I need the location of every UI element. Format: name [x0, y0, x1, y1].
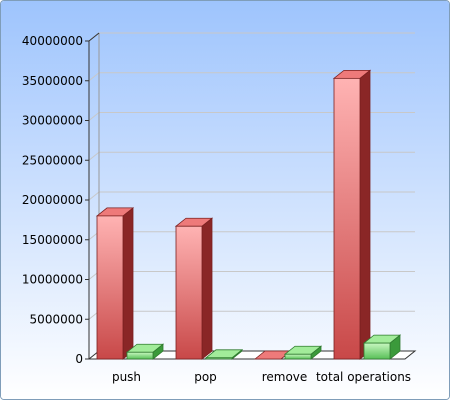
bar-series-2-push — [125, 343, 165, 360]
y-tick-label: 0 — [75, 352, 83, 366]
y-tick-label: 15000000 — [22, 233, 83, 247]
gridline-side — [88, 112, 100, 121]
bar-side — [201, 217, 213, 360]
y-tick-label: 10000000 — [22, 273, 83, 287]
bar-series-2-remove — [283, 345, 323, 360]
bar-front — [284, 353, 312, 360]
bar-front — [333, 77, 361, 360]
y-tick-label: 25000000 — [22, 153, 83, 167]
bar-series-1-total-operations — [332, 69, 372, 360]
x-category-label: remove — [262, 370, 308, 384]
gridline-side — [88, 72, 100, 82]
bar-series-2-total-operations — [362, 334, 402, 360]
x-category-label: total operations — [316, 370, 411, 384]
y-tick-label: 20000000 — [22, 193, 83, 207]
bar-side — [122, 207, 134, 360]
bar-front — [126, 351, 154, 360]
bar-side — [359, 69, 371, 360]
y-tick-label: 40000000 — [22, 34, 83, 48]
bar-series-1-push — [95, 207, 135, 360]
bar-series-1-pop — [174, 217, 214, 360]
axes-layer — [85, 32, 417, 360]
bars-layer — [95, 69, 402, 360]
bar-front — [175, 225, 203, 360]
gridline-side — [88, 191, 100, 201]
gridline-side — [88, 151, 100, 161]
bar-front — [363, 342, 391, 360]
y-tick-label: 5000000 — [30, 312, 83, 326]
y-tick-label: 35000000 — [22, 74, 83, 88]
x-category-label: push — [112, 370, 141, 384]
bar-front — [96, 215, 124, 360]
y-tick-label: 30000000 — [22, 114, 83, 128]
y-axis-top — [88, 32, 100, 42]
labels-layer: 0 5000000 10000000 15000000 20000000 25000000… — [22, 34, 411, 384]
bar-series-2-pop — [204, 348, 244, 360]
x-category-label: pop — [194, 370, 217, 384]
bar-front — [205, 357, 233, 360]
